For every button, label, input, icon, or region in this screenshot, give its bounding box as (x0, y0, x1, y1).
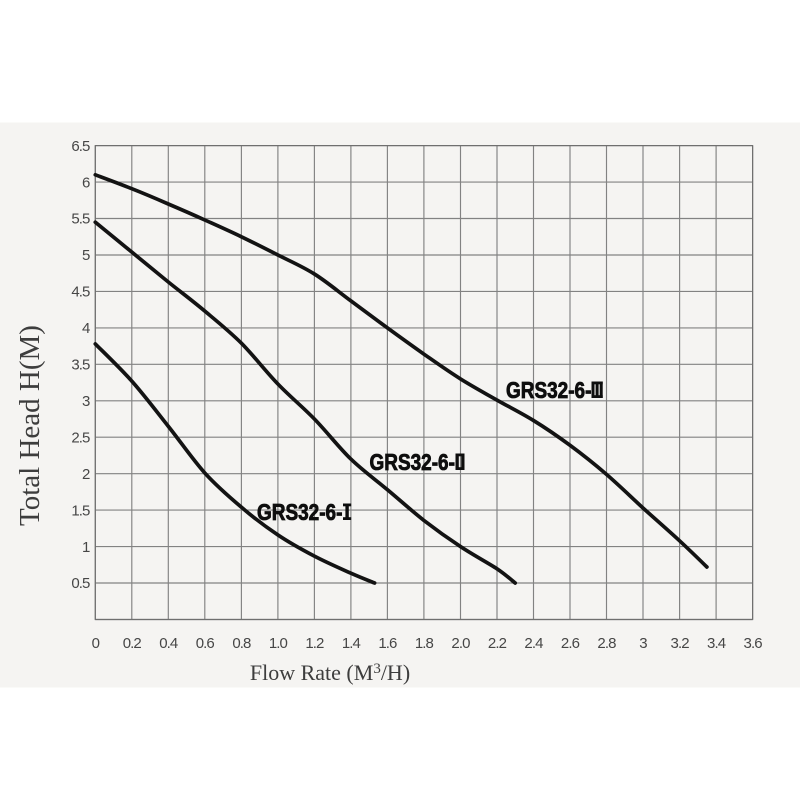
svg-text:3.2: 3.2 (671, 635, 690, 652)
svg-text:3.4: 3.4 (707, 635, 726, 652)
svg-text:2.0: 2.0 (451, 635, 470, 652)
svg-text:6: 6 (82, 174, 90, 191)
svg-text:6.5: 6.5 (71, 138, 90, 155)
svg-text:0.6: 0.6 (196, 635, 215, 652)
svg-text:0.2: 0.2 (123, 635, 142, 652)
svg-text:2.4: 2.4 (524, 635, 543, 652)
svg-text:2.2: 2.2 (488, 635, 507, 652)
svg-text:2.5: 2.5 (71, 429, 90, 446)
svg-text:2.8: 2.8 (597, 635, 616, 652)
svg-text:0.5: 0.5 (71, 575, 90, 592)
svg-text:Flow Rate (M3/H): Flow Rate (M3/H) (250, 660, 410, 685)
svg-text:3.6: 3.6 (744, 635, 763, 652)
svg-text:1.8: 1.8 (415, 635, 434, 652)
svg-text:GRS32-6-: GRS32-6- (257, 500, 342, 525)
svg-text:3.5: 3.5 (71, 357, 90, 374)
svg-text:1: 1 (82, 539, 90, 556)
svg-text:Total Head H(M): Total Head H(M) (14, 325, 46, 526)
svg-text:1.6: 1.6 (378, 635, 397, 652)
svg-text:5: 5 (82, 247, 90, 264)
svg-text:1.5: 1.5 (71, 502, 90, 519)
svg-text:4.5: 4.5 (71, 284, 90, 301)
svg-text:1.4: 1.4 (342, 635, 361, 652)
svg-text:5.5: 5.5 (71, 211, 90, 228)
svg-text:3: 3 (82, 393, 90, 410)
svg-text:GRS32-6-: GRS32-6- (370, 450, 455, 475)
svg-text:0.8: 0.8 (232, 635, 251, 652)
svg-text:1.2: 1.2 (305, 635, 324, 652)
svg-text:2.6: 2.6 (561, 635, 580, 652)
svg-text:1.0: 1.0 (269, 635, 288, 652)
svg-text:GRS32-6-: GRS32-6- (506, 378, 591, 403)
svg-text:0.4: 0.4 (159, 635, 178, 652)
svg-text:3: 3 (639, 635, 647, 652)
svg-text:0: 0 (92, 635, 100, 652)
svg-text:2: 2 (82, 466, 90, 483)
svg-text:4: 4 (82, 320, 90, 337)
